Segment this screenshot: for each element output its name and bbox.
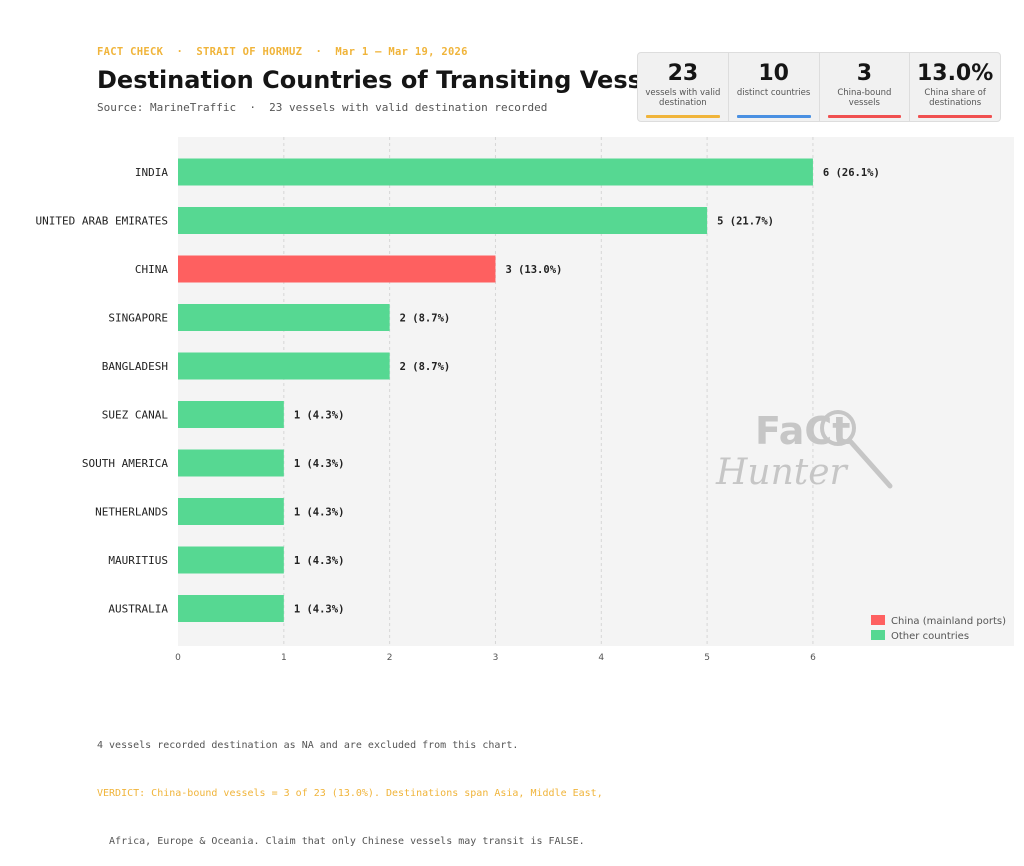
x-tick-label: 4 bbox=[598, 653, 604, 663]
subtitle: Source: MarineTraffic · 23 vessels with … bbox=[97, 101, 548, 114]
kpi-accent-bar bbox=[646, 115, 720, 118]
legend: China (mainland ports) Other countries bbox=[871, 615, 1006, 642]
data-label: 1 (4.3%) bbox=[294, 555, 345, 567]
data-label: 5 (21.7%) bbox=[717, 216, 774, 228]
data-label: 1 (4.3%) bbox=[294, 507, 345, 519]
kpi-accent-bar bbox=[918, 115, 992, 118]
watermark-line1: FaCt bbox=[755, 409, 850, 453]
data-label: 6 (26.1%) bbox=[823, 167, 880, 179]
x-tick-label: 2 bbox=[387, 653, 393, 663]
kpi-accent-bar bbox=[736, 115, 811, 118]
verdict-line2: Africa, Europe & Oceania. Claim that onl… bbox=[97, 836, 585, 847]
kpi-label: distinct countries bbox=[736, 88, 811, 98]
category-label: CHINA bbox=[135, 263, 168, 276]
watermark-logo: FaCt Hunter bbox=[715, 409, 893, 493]
bar-united-arab-emirates bbox=[178, 207, 708, 234]
x-tick-label: 1 bbox=[281, 653, 287, 663]
kpi-label: China-bound vessels bbox=[837, 88, 892, 108]
category-label: NETHERLANDS bbox=[95, 506, 168, 519]
category-label: AUSTRALIA bbox=[108, 603, 168, 616]
legend-label: China (mainland ports) bbox=[891, 616, 1006, 627]
watermark-line2: Hunter bbox=[715, 452, 849, 493]
kpi-china-share: 13.0% China share of destinations bbox=[910, 53, 1000, 121]
category-label: SOUTH AMERICA bbox=[82, 457, 168, 470]
kpi-value: 23 bbox=[667, 61, 699, 86]
kpi-valid-destination: 23 vessels with valid destination bbox=[638, 53, 729, 121]
category-label: BANGLADESH bbox=[102, 360, 168, 373]
kpi-accent-bar bbox=[827, 115, 902, 118]
category-label: UNITED ARAB EMIRATES bbox=[36, 215, 168, 228]
bar-india bbox=[178, 158, 813, 186]
kpi-label: China share of destinations bbox=[924, 88, 986, 108]
bar-bangladesh bbox=[178, 352, 390, 380]
data-label: 2 (8.7%) bbox=[400, 313, 451, 325]
x-tick-label: 5 bbox=[704, 653, 710, 663]
kpi-value: 10 bbox=[758, 61, 789, 86]
bar-chart: INDIA 6 (26.1%) UNITED ARAB EMIRATES 5 (21.… bbox=[36, 137, 1014, 663]
legend-swatch bbox=[871, 630, 885, 640]
x-tick-label: 6 bbox=[810, 653, 816, 663]
bar-south-america bbox=[178, 449, 284, 477]
category-label: INDIA bbox=[135, 166, 168, 179]
kpi-distinct-countries: 10 distinct countries bbox=[729, 53, 820, 121]
magnifier-icon bbox=[820, 410, 856, 446]
category-label: SUEZ CANAL bbox=[102, 409, 169, 422]
magnifier-handle bbox=[847, 438, 893, 489]
footer-notes: 4 vessels recorded destination as NA and… bbox=[97, 706, 603, 866]
kpi-label: vessels with valid destination bbox=[645, 88, 721, 108]
verdict-line1: VERDICT: China-bound vessels = 3 of 23 (… bbox=[97, 788, 603, 799]
x-tick-label: 3 bbox=[493, 653, 499, 663]
footer-note: 4 vessels recorded destination as NA and… bbox=[97, 740, 519, 751]
category-label: MAURITIUS bbox=[108, 554, 168, 567]
kpi-value: 3 bbox=[856, 61, 873, 86]
legend-label: Other countries bbox=[891, 631, 969, 642]
x-tick-label: 0 bbox=[175, 653, 181, 663]
data-label: 3 (13.0%) bbox=[505, 264, 562, 276]
eyebrow-label: FACT CHECK · STRAIT OF HORMUZ · Mar 1 – … bbox=[97, 46, 468, 58]
bar-australia bbox=[178, 595, 284, 622]
kpi-panel: 23 vessels with valid destination 10 dis… bbox=[637, 52, 1001, 122]
page-title: Destination Countries of Transiting Vess… bbox=[97, 66, 681, 94]
category-label: SINGAPORE bbox=[108, 312, 168, 325]
bar-mauritius bbox=[178, 546, 284, 574]
bar-china bbox=[178, 255, 496, 283]
kpi-china-bound: 3 China-bound vessels bbox=[820, 53, 911, 121]
bar-netherlands bbox=[178, 498, 284, 525]
data-label: 1 (4.3%) bbox=[294, 458, 345, 470]
legend-swatch bbox=[871, 615, 885, 625]
data-label: 1 (4.3%) bbox=[294, 604, 345, 616]
bar-singapore bbox=[178, 304, 390, 331]
kpi-value: 13.0% bbox=[916, 61, 994, 86]
bar-suez-canal bbox=[178, 401, 284, 428]
data-label: 1 (4.3%) bbox=[294, 410, 345, 422]
data-label: 2 (8.7%) bbox=[400, 361, 451, 373]
